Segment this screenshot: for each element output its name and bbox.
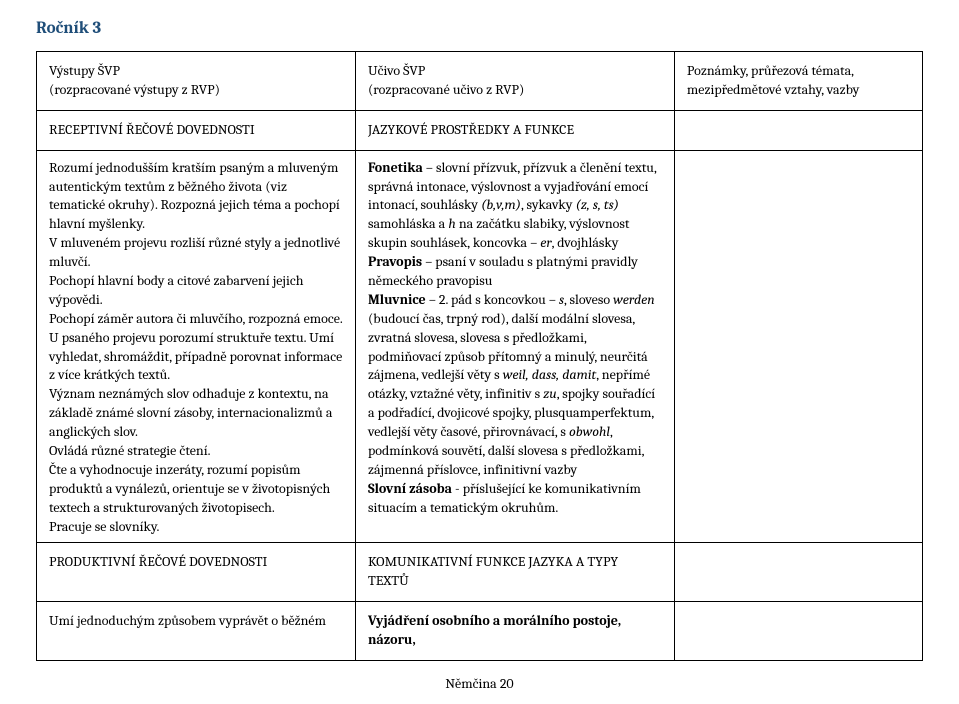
header-col1-line1: Výstupy ŠVP [49, 62, 343, 81]
row2-col1: Rozumí jednodušším kratším psaným a mluv… [37, 150, 356, 543]
header-col2-line1: Učivo ŠVP [368, 62, 662, 81]
row4-col3 [674, 602, 922, 661]
curriculum-table: Výstupy ŠVP (rozpracované výstupy z RVP)… [36, 51, 923, 661]
para: Ovládá různé strategie čtení. [49, 442, 343, 461]
text: , sykavky [521, 196, 576, 213]
row1-col1: RECEPTIVNÍ ŘEČOVÉ DOVEDNOSTI [37, 110, 356, 150]
row1-col3 [674, 110, 922, 150]
label-mluvnice: Mluvnice [368, 291, 426, 308]
header-col3-line2: mezipředmětové vztahy, vazby [687, 81, 910, 100]
page-title: Ročník 3 [36, 18, 923, 41]
page-footer: Němčina 20 [36, 675, 923, 694]
text: , sloveso [564, 291, 613, 308]
italic-text: h [448, 215, 455, 232]
row3-col2: KOMUNIKATIVNÍ FUNKCE JAZYKA A TYPY TEXTŮ [355, 543, 674, 602]
italic-text: (b,v,m) [481, 196, 521, 213]
text: samohláska a [368, 215, 448, 232]
para: Význam neznámých slov odhaduje z kontext… [49, 385, 343, 442]
label-fonetika: Fonetika [368, 159, 423, 176]
header-col3-line1: Poznámky, průřezová témata, [687, 62, 910, 81]
label-pravopis: Pravopis [368, 253, 422, 270]
text: – 2. pád s koncovkou – [426, 291, 559, 308]
header-col2-line2: (rozpracované učivo z RVP) [368, 81, 662, 100]
header-col3: Poznámky, průřezová témata, mezipředměto… [674, 51, 922, 110]
header-col1: Výstupy ŠVP (rozpracované výstupy z RVP) [37, 51, 356, 110]
table-row: Umí jednoduchým způsobem vyprávět o běžn… [37, 602, 923, 661]
table-row: PRODUKTIVNÍ ŘEČOVÉ DOVEDNOSTI KOMUNIKATI… [37, 543, 923, 602]
italic-text: zu [543, 385, 557, 402]
para: Pochopí záměr autora či mluvčího, rozpoz… [49, 310, 343, 329]
table-row: RECEPTIVNÍ ŘEČOVÉ DOVEDNOSTI JAZYKOVÉ PR… [37, 110, 923, 150]
para: V mluveném projevu rozliší různé styly a… [49, 234, 343, 272]
italic-text: (z, s, ts) [576, 196, 619, 213]
label-slovni-zasoba: Slovní zásoba [368, 480, 452, 497]
row3-col1: PRODUKTIVNÍ ŘEČOVÉ DOVEDNOSTI [37, 543, 356, 602]
row1-col2: JAZYKOVÉ PROSTŘEDKY A FUNKCE [355, 110, 674, 150]
row3-col3 [674, 543, 922, 602]
italic-text: er [540, 234, 551, 251]
header-col2: Učivo ŠVP (rozpracované učivo z RVP) [355, 51, 674, 110]
para: U psaného projevu porozumí struktuře tex… [49, 329, 343, 386]
table-row: Rozumí jednodušším kratším psaným a mluv… [37, 150, 923, 543]
row2-col3 [674, 150, 922, 543]
row4-col1: Umí jednoduchým způsobem vyprávět o běžn… [37, 602, 356, 661]
row4-col2: Vyjádření osobního a morálního postoje, … [355, 602, 674, 661]
row2-col2: Fonetika – slovní přízvuk, přízvuk a čle… [355, 150, 674, 543]
para: Pracuje se slovníky. [49, 518, 343, 537]
para: Pochopí hlavní body a citové zabarvení j… [49, 272, 343, 310]
italic-text: weil, dass, damit [503, 366, 597, 383]
para: Rozumí jednodušším kratším psaným a mluv… [49, 159, 343, 235]
text: , dvojhlásky [552, 234, 619, 251]
italic-text: obwohl [569, 423, 610, 440]
para: Čte a vyhodnocuje inzeráty, rozumí popis… [49, 461, 343, 518]
header-col1-line2: (rozpracované výstupy z RVP) [49, 81, 343, 100]
table-header-row: Výstupy ŠVP (rozpracované výstupy z RVP)… [37, 51, 923, 110]
italic-text: werden [613, 291, 655, 308]
document-page: Ročník 3 Výstupy ŠVP (rozpracované výstu… [0, 0, 959, 704]
